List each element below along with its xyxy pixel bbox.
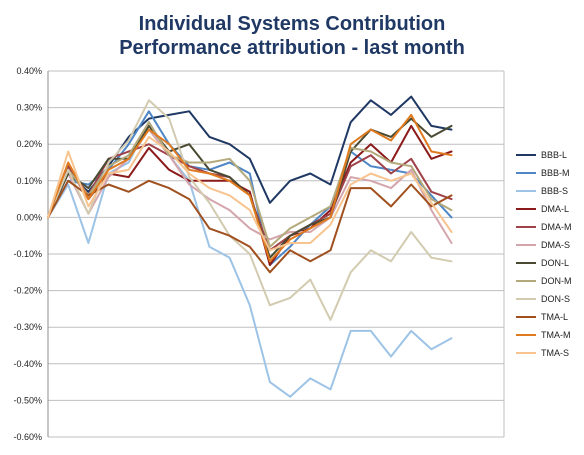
y-tick-label: 0.00%: [16, 212, 42, 222]
y-tick-label: -0.60%: [13, 432, 42, 442]
legend-label-bbb-m: BBB-M: [541, 168, 570, 178]
legend-label-bbb-l: BBB-L: [541, 150, 567, 160]
y-tick-label: -0.20%: [13, 286, 42, 296]
series-lines: [47, 95, 453, 398]
legend: BBB-L BBB-M BBB-S DMA-L DMA-M DMA-S DON-L DON-M…: [516, 150, 572, 358]
chart-title-line-2: Performance attribution - last month: [119, 37, 465, 59]
legend-label-dma-m: DMA-M: [541, 222, 572, 232]
y-tick-label: 0.20%: [16, 139, 42, 149]
series-line-dma-s: [47, 128, 453, 244]
y-tick-label: -0.40%: [13, 359, 42, 369]
legend-label-tma-m: TMA-M: [541, 330, 571, 340]
chart-title-line-1: Individual Systems Contribution: [139, 13, 446, 35]
legend-label-don-l: DON-L: [541, 258, 569, 268]
y-tick-label: 0.10%: [16, 176, 42, 186]
y-tick-label: -0.10%: [13, 249, 42, 259]
series-line-dma-l: [47, 124, 453, 266]
y-tick-label: -0.30%: [13, 322, 42, 332]
series-line-tma-s: [47, 135, 453, 252]
legend-label-don-s: DON-S: [541, 294, 570, 304]
legend-label-tma-l: TMA-L: [541, 312, 568, 322]
series-line-tma-l: [47, 179, 453, 274]
legend-label-dma-s: DMA-S: [541, 240, 570, 250]
legend-label-don-m: DON-M: [541, 276, 572, 286]
series-line-don-s: [47, 99, 453, 321]
legend-label-dma-l: DMA-L: [541, 204, 569, 214]
series-line-bbb-l: [47, 95, 453, 219]
series-line-don-m: [47, 121, 453, 248]
y-tick-label: -0.50%: [13, 395, 42, 405]
series-line-tma-m: [47, 113, 453, 263]
legend-label-tma-s: TMA-S: [541, 348, 569, 358]
y-tick-label: 0.40%: [16, 66, 42, 76]
legend-label-bbb-s: BBB-S: [541, 186, 568, 196]
axes: 0.40% 0.30% 0.20% 0.10% 0.00% -0.10% -0.20% -0.…: [13, 66, 505, 442]
y-tick-label: 0.30%: [16, 103, 42, 113]
